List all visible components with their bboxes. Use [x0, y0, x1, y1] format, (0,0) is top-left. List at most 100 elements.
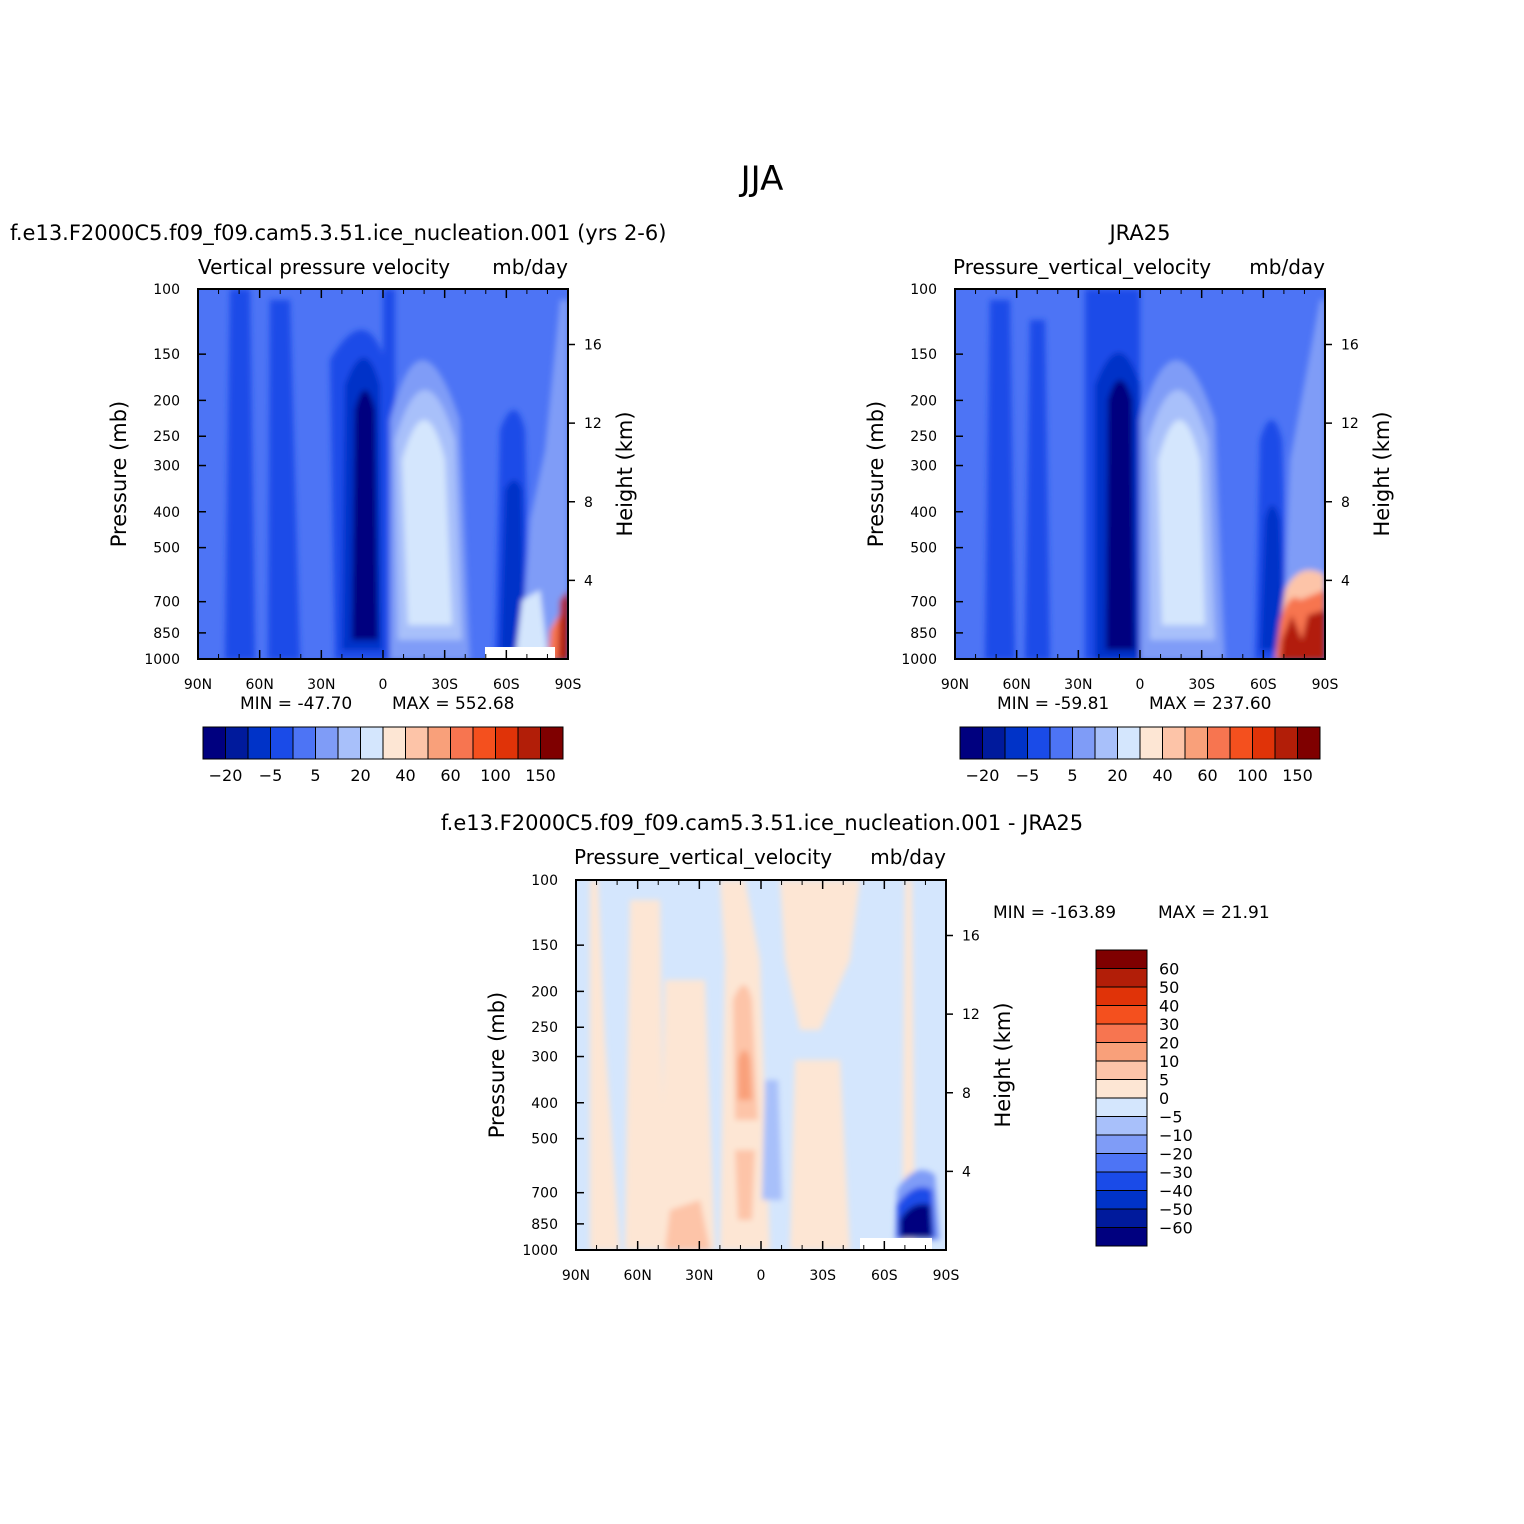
contour-field: [576, 880, 946, 1250]
colorbar-box: [1252, 726, 1276, 760]
colorbar-box: [1095, 1060, 1148, 1080]
colorbar-label: 40: [1152, 766, 1172, 785]
y-tick-label: 150: [531, 938, 558, 954]
colorbar-box: [1117, 726, 1141, 760]
x-tick-label: 60N: [1003, 677, 1031, 693]
colorbar-box: [1095, 1079, 1148, 1099]
colorbar-label: 100: [480, 766, 511, 785]
variable-title: Pressure_vertical_velocity: [574, 845, 832, 869]
case-title: f.e13.F2000C5.f09_f09.cam5.3.51.ice_nucl…: [441, 811, 1083, 836]
x-tick-label: 30N: [1064, 677, 1092, 693]
y-tick-label: 300: [910, 459, 937, 475]
y-tick-label: 200: [531, 984, 558, 1000]
y-tick-label: 850: [153, 626, 180, 642]
units-title: mb/day: [492, 255, 568, 279]
colorbar-box: [1095, 968, 1148, 988]
variable-title: Pressure_vertical_velocity: [953, 255, 1211, 279]
colorbar-box: [247, 726, 271, 760]
colorbar-box: [1027, 726, 1051, 760]
min-label: MIN = -47.70: [240, 694, 352, 714]
x-tick-label: 60N: [624, 1268, 652, 1284]
y2-tick-label: 4: [962, 1164, 971, 1180]
colorbar-box: [450, 726, 474, 760]
colorbar-label: 150: [1282, 766, 1313, 785]
y-tick-label: 400: [531, 1096, 558, 1112]
colorbar-label: 10: [1159, 1052, 1179, 1071]
colorbar-label: 5: [1159, 1071, 1169, 1090]
y2-tick-label: 12: [584, 416, 602, 432]
y-tick-label: 1000: [144, 652, 180, 668]
panel-diff: f.e13.F2000C5.f09_f09.cam5.3.51.ice_nucl…: [441, 811, 1083, 1284]
y-axis-label: Pressure (mb): [864, 401, 888, 548]
colorbar-box: [495, 726, 519, 760]
colorbar-box: [472, 726, 496, 760]
x-tick-label: 30N: [685, 1268, 713, 1284]
y-tick-label: 700: [910, 595, 937, 611]
colorbar-label: −10: [1159, 1126, 1193, 1145]
x-tick-label: 30S: [1188, 677, 1215, 693]
y-tick-label: 200: [153, 393, 180, 409]
max-label: MAX = 552.68: [392, 694, 514, 714]
colorbar-box: [1162, 726, 1186, 760]
y-tick-label: 150: [910, 347, 937, 363]
y-tick-label: 200: [910, 393, 937, 409]
x-tick-label: 60S: [493, 677, 520, 693]
units-title: mb/day: [870, 845, 946, 869]
y-tick-label: 250: [531, 1020, 558, 1036]
y-tick-label: 850: [531, 1217, 558, 1233]
y2-tick-label: 4: [584, 573, 593, 589]
colorbar-box: [1095, 1190, 1148, 1210]
y2-axis-label: Height (km): [613, 411, 637, 536]
colorbar-label: 20: [1159, 1034, 1179, 1053]
colorbar-label: 50: [1159, 978, 1179, 997]
colorbar-box: [1139, 726, 1163, 760]
y-tick-label: 500: [153, 541, 180, 557]
colorbar-box: [1095, 986, 1148, 1006]
colorbar-box: [292, 726, 316, 760]
contour-field: [955, 289, 1325, 659]
y2-tick-label: 8: [962, 1086, 971, 1102]
x-tick-label: 60S: [871, 1268, 898, 1284]
colorbar-box: [1095, 949, 1148, 969]
colorbar-box: [959, 726, 983, 760]
colorbar-model: −20 −5 5 20 40 60 100 150: [202, 726, 564, 785]
colorbar-box: [1095, 1023, 1148, 1043]
colorbar-label: 60: [1159, 960, 1179, 979]
colorbar-box: [1207, 726, 1231, 760]
x-tick-label: 90N: [941, 677, 969, 693]
case-title: f.e13.F2000C5.f09_f09.cam5.3.51.ice_nucl…: [10, 221, 666, 246]
colorbar-box: [382, 726, 406, 760]
y-tick-label: 250: [910, 429, 937, 445]
colorbar-box: [540, 726, 564, 760]
figure-title: JJA: [739, 159, 784, 199]
y-axis-label: Pressure (mb): [485, 992, 509, 1139]
min-label: MIN = -163.89: [993, 903, 1116, 923]
colorbar-box: [1297, 726, 1321, 760]
y-tick-label: 100: [153, 282, 180, 298]
colorbar-label: −20: [966, 766, 1000, 785]
x-tick-label: 90N: [184, 677, 212, 693]
colorbar-box: [337, 726, 361, 760]
colorbar-label: 60: [440, 766, 460, 785]
colorbar-box: [1095, 1134, 1148, 1154]
colorbar-label: 40: [1159, 997, 1179, 1016]
x-tick-label: 60S: [1250, 677, 1277, 693]
colorbar-box: [1094, 726, 1118, 760]
colorbar-box: [270, 726, 294, 760]
y2-tick-label: 12: [962, 1007, 980, 1023]
y-tick-label: 1000: [901, 652, 937, 668]
colorbar-box: [360, 726, 384, 760]
colorbar-label: −5: [1016, 766, 1040, 785]
y-tick-label: 850: [910, 626, 937, 642]
colorbar-label: −20: [1159, 1145, 1193, 1164]
x-tick-label: 90N: [562, 1268, 590, 1284]
colorbar-box: [202, 726, 226, 760]
colorbar-box: [427, 726, 451, 760]
y-tick-label: 500: [531, 1132, 558, 1148]
colorbar-obs: −20 −5 5 20 40 60 100 150: [959, 726, 1321, 785]
y-tick-label: 250: [153, 429, 180, 445]
panel-model: f.e13.F2000C5.f09_f09.cam5.3.51.ice_nucl…: [10, 221, 666, 693]
x-tick-label: 30S: [431, 677, 458, 693]
colorbar-box: [517, 726, 541, 760]
max-label: MAX = 21.91: [1158, 903, 1270, 923]
